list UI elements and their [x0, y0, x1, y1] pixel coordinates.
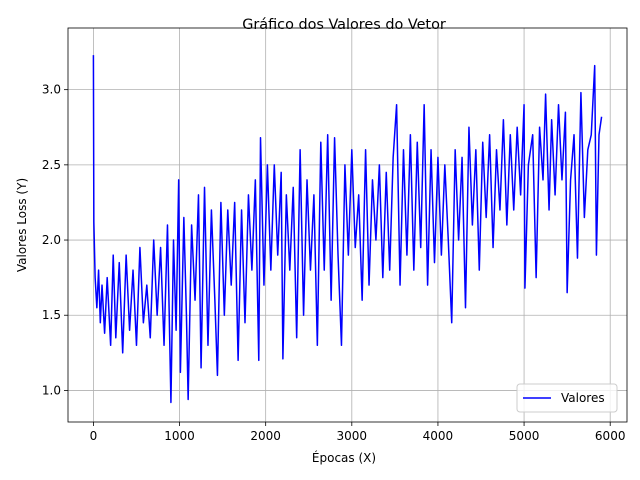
legend-label: Valores — [561, 391, 605, 405]
x-tick-label: 0 — [90, 429, 98, 443]
plot-frame — [67, 27, 628, 423]
y-tick-label: 2.0 — [42, 233, 61, 247]
y-axis-label: Valores Loss (Y) — [15, 178, 29, 272]
legend: Valores — [516, 383, 618, 413]
y-tick-label: 3.0 — [42, 83, 61, 97]
legend-box — [516, 383, 618, 413]
chart-title: Gráfico dos Valores do Vetor — [242, 17, 446, 33]
y-tick-label: 1.0 — [42, 383, 61, 397]
x-tick-label: 5000 — [509, 429, 540, 443]
x-tick-label: 6000 — [595, 429, 626, 443]
x-tick-label: 2000 — [250, 429, 281, 443]
x-axis-label: Épocas (X) — [312, 450, 376, 465]
x-tick-label: 1000 — [164, 429, 195, 443]
data-line — [92, 55, 603, 404]
x-tick-label: 3000 — [337, 429, 368, 443]
y-tick-label: 2.5 — [42, 158, 61, 172]
x-tick-label: 4000 — [423, 429, 454, 443]
y-tick-label: 1.5 — [42, 308, 61, 322]
